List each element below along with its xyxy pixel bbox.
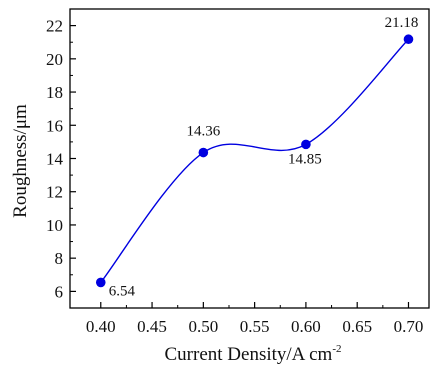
y-tick-label: 20 [46,50,63,69]
x-tick-label: 0.70 [394,317,424,336]
y-axis-label: Roughness/μm [10,104,31,218]
data-label: 14.36 [186,124,220,140]
x-ticks: 0.40 0.45 0.50 0.55 0.60 0.65 0.70 [86,302,423,336]
data-label: 6.54 [109,283,136,299]
axes [69,8,430,309]
x-tick-label: 0.60 [291,317,321,336]
data-point [198,147,209,158]
point-labels: 6.54 14.36 14.85 21.18 [109,15,419,299]
x-tick-label: 0.45 [137,317,167,336]
data-label: 14.85 [288,151,322,167]
series-line [100,38,409,283]
series [95,34,414,288]
x-axis-label: Current Density/A cm-2 [165,343,342,365]
y-ticks: 6 8 10 12 14 16 18 20 22 [46,17,76,301]
y-tick-label: 16 [46,116,63,135]
x-tick-label: 0.65 [342,317,372,336]
y-tick-label: 22 [46,17,63,36]
x-axis-label-main: Current Density/A cm [165,344,333,365]
x-axis-label-superscript: -2 [332,343,341,355]
y-tick-label: 12 [46,183,63,202]
y-tick-label: 18 [46,83,63,102]
data-point [403,34,414,45]
y-tick-label: 8 [55,249,64,268]
y-tick-label: 6 [55,282,64,301]
data-point [95,277,106,288]
plot-frame [69,8,430,309]
data-label: 21.18 [385,15,419,31]
y-tick-label: 10 [46,216,63,235]
x-tick-label: 0.40 [86,317,116,336]
y-tick-label: 14 [46,150,64,169]
data-point [301,139,311,150]
x-tick-label: 0.50 [188,317,218,336]
x-tick-label: 0.55 [240,317,270,336]
